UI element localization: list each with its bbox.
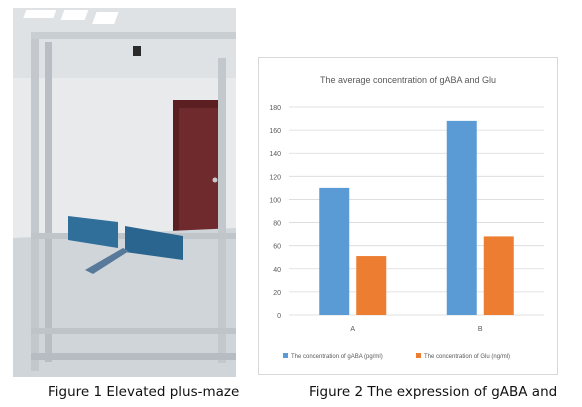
door-panel: [179, 108, 219, 253]
bar-A-series-1: [356, 256, 387, 315]
x-tick-label: B: [478, 326, 483, 333]
maze-photo-illustration: [13, 8, 236, 377]
legend-label: The concentration of Glu (ng/ml): [424, 354, 510, 360]
y-tick-label: 0: [277, 313, 281, 320]
bar-B-series-0: [446, 120, 477, 315]
ceiling-light: [60, 10, 89, 20]
frame-low-bar: [31, 328, 236, 334]
maze-open-arm: [85, 248, 129, 274]
chart-title: The average concentration of gABA and Gl…: [320, 75, 496, 85]
door-handle: [212, 177, 218, 183]
maze-closed-arm: [125, 226, 183, 260]
y-tick-label: 20: [273, 290, 281, 297]
legend-swatch: [283, 353, 288, 358]
frame-pole: [218, 58, 226, 363]
bar-chart-panel: The average concentration of gABA and Gl…: [258, 57, 558, 375]
y-tick-label: 60: [273, 244, 281, 251]
figure-1-caption: Figure 1 Elevated plus-maze: [48, 384, 240, 400]
y-tick-label: 120: [269, 174, 281, 181]
bar-A-series-0: [319, 187, 350, 315]
ceiling-light: [23, 10, 57, 18]
chart-bars: [319, 120, 514, 315]
y-tick-label: 40: [273, 267, 281, 274]
y-tick-label: 140: [269, 151, 281, 158]
figure-2-caption: Figure 2 The expression of gABA and: [309, 384, 558, 400]
frame-bottom-bar: [31, 353, 236, 360]
x-tick-label: A: [350, 326, 355, 333]
y-tick-label: 160: [269, 128, 281, 135]
y-axis-ticks: 0 20 40 60 80 100 120 140 160 180: [269, 105, 281, 320]
floor: [13, 228, 236, 377]
camera: [133, 46, 141, 56]
frame-top-bar: [31, 32, 236, 39]
ceiling-light: [92, 12, 119, 24]
maze-closed-arm: [68, 216, 118, 248]
frame-pole: [45, 42, 52, 362]
legend-label: The concentration of gABA (pg/ml): [291, 354, 383, 360]
bar-chart: The average concentration of gABA and Gl…: [269, 75, 544, 360]
elevated-plus-maze-photo: [13, 8, 236, 377]
y-tick-label: 100: [269, 197, 281, 204]
frame-pole: [31, 36, 39, 371]
chart-legend: The concentration of gABA (pg/ml) The con…: [283, 353, 510, 360]
bar-B-series-1: [483, 236, 514, 315]
y-tick-label: 80: [273, 221, 281, 228]
legend-swatch: [416, 353, 421, 358]
y-tick-label: 180: [269, 105, 281, 112]
